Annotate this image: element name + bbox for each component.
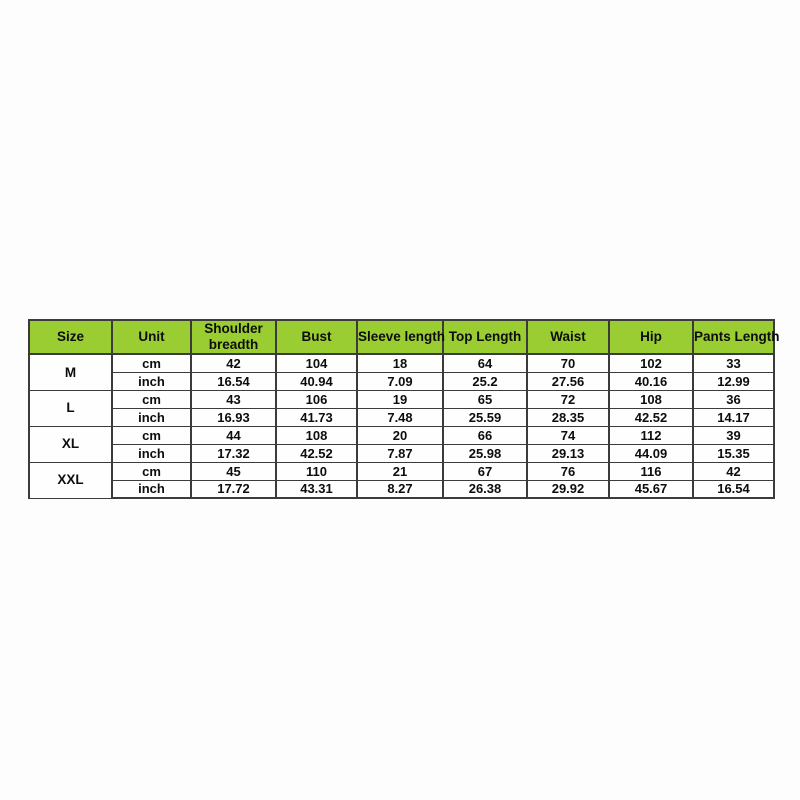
size-label-xl: XL — [28, 425, 113, 463]
measurement-cell: 42.52 — [608, 407, 694, 427]
measurement-cell: 19 — [356, 389, 444, 409]
measurement-cell: 14.17 — [692, 407, 775, 427]
table-row: inch 16.93 41.73 7.48 25.59 28.35 42.52 … — [29, 407, 775, 427]
measurement-cell: 28.35 — [526, 407, 610, 427]
table-body: M cm 42 104 18 64 70 102 33 inch 16.54 4… — [28, 353, 775, 499]
measurement-cell: 42 — [692, 461, 775, 481]
measurement-cell: 16.54 — [692, 479, 775, 499]
measurement-cell: 45 — [190, 461, 277, 481]
col-header-unit: Unit — [111, 319, 192, 355]
measurement-cell: 26.38 — [442, 479, 528, 499]
measurement-cell: 16.93 — [190, 407, 277, 427]
size-chart-table: Size Unit Shoulder breadth Bust Sleeve l… — [28, 319, 780, 499]
measurement-cell: 17.72 — [190, 479, 277, 499]
measurement-cell: 72 — [526, 389, 610, 409]
measurement-cell: 15.35 — [692, 443, 775, 463]
measurement-cell: 29.92 — [526, 479, 610, 499]
measurement-cell: 74 — [526, 425, 610, 445]
measurement-cell: 44.09 — [608, 443, 694, 463]
col-header-size: Size — [28, 319, 113, 355]
measurement-cell: 39 — [692, 425, 775, 445]
measurement-cell: 27.56 — [526, 371, 610, 391]
measurement-cell: 42 — [190, 353, 277, 373]
measurement-cell: 43.31 — [275, 479, 358, 499]
measurement-cell: 70 — [526, 353, 610, 373]
header-row: Size Unit Shoulder breadth Bust Sleeve l… — [28, 319, 780, 355]
measurement-cell: 25.59 — [442, 407, 528, 427]
table-row: XL cm 44 108 20 66 74 112 39 — [28, 425, 775, 463]
measurement-cell: 66 — [442, 425, 528, 445]
unit-cell: cm — [111, 461, 192, 481]
col-header-top-length: Top Length — [442, 319, 528, 355]
table-row: L cm 43 106 19 65 72 108 36 — [28, 389, 775, 427]
measurement-cell: 108 — [275, 425, 358, 445]
unit-cell: inch — [111, 443, 192, 463]
measurement-cell: 40.94 — [275, 371, 358, 391]
measurement-cell: 41.73 — [275, 407, 358, 427]
unit-cell: inch — [111, 371, 192, 391]
measurement-cell: 18 — [356, 353, 444, 373]
measurement-cell: 45.67 — [608, 479, 694, 499]
measurement-cell: 44 — [190, 425, 277, 445]
measurement-cell: 7.87 — [356, 443, 444, 463]
measurement-cell: 102 — [608, 353, 694, 373]
measurement-cell: 25.98 — [442, 443, 528, 463]
measurement-cell: 43 — [190, 389, 277, 409]
measurement-cell: 112 — [608, 425, 694, 445]
measurement-cell: 40.16 — [608, 371, 694, 391]
measurement-cell: 29.13 — [526, 443, 610, 463]
unit-cell: inch — [111, 407, 192, 427]
measurement-cell: 76 — [526, 461, 610, 481]
table-header: Size Unit Shoulder breadth Bust Sleeve l… — [28, 319, 780, 355]
measurement-cell: 7.48 — [356, 407, 444, 427]
measurement-cell: 106 — [275, 389, 358, 409]
col-header-sleeve-length: Sleeve length — [356, 319, 445, 355]
col-header-waist: Waist — [526, 319, 610, 355]
col-header-hip: Hip — [608, 319, 694, 355]
measurement-cell: 8.27 — [356, 479, 444, 499]
measurement-cell: 33 — [692, 353, 775, 373]
size-label-l: L — [28, 389, 113, 427]
measurement-cell: 17.32 — [190, 443, 277, 463]
measurement-cell: 20 — [356, 425, 444, 445]
measurement-cell: 12.99 — [692, 371, 775, 391]
measurement-cell: 116 — [608, 461, 694, 481]
measurement-cell: 7.09 — [356, 371, 444, 391]
table-row: M cm 42 104 18 64 70 102 33 — [28, 353, 775, 391]
col-header-pants-length: Pants Length — [692, 319, 780, 355]
measurement-cell: 64 — [442, 353, 528, 373]
measurement-cell: 65 — [442, 389, 528, 409]
measurement-cell: 67 — [442, 461, 528, 481]
unit-cell: cm — [111, 389, 192, 409]
measurement-cell: 104 — [275, 353, 358, 373]
table-row: inch 16.54 40.94 7.09 25.2 27.56 40.16 1… — [29, 371, 775, 391]
measurement-cell: 21 — [356, 461, 444, 481]
size-label-xxl: XXL — [28, 461, 113, 499]
table-row: XXL cm 45 110 21 67 76 116 42 — [28, 461, 775, 499]
measurement-cell: 42.52 — [275, 443, 358, 463]
measurement-cell: 25.2 — [442, 371, 528, 391]
measurement-cell: 110 — [275, 461, 358, 481]
unit-cell: cm — [111, 353, 192, 373]
measurement-cell: 108 — [608, 389, 694, 409]
unit-cell: cm — [111, 425, 192, 445]
measurement-cell: 36 — [692, 389, 775, 409]
size-label-m: M — [28, 353, 113, 391]
col-header-bust: Bust — [275, 319, 358, 355]
table-row: inch 17.72 43.31 8.27 26.38 29.92 45.67 … — [29, 479, 775, 499]
unit-cell: inch — [111, 479, 192, 499]
col-header-shoulder-breadth: Shoulder breadth — [190, 319, 277, 355]
table-row: inch 17.32 42.52 7.87 25.98 29.13 44.09 … — [29, 443, 775, 463]
measurement-cell: 16.54 — [190, 371, 277, 391]
